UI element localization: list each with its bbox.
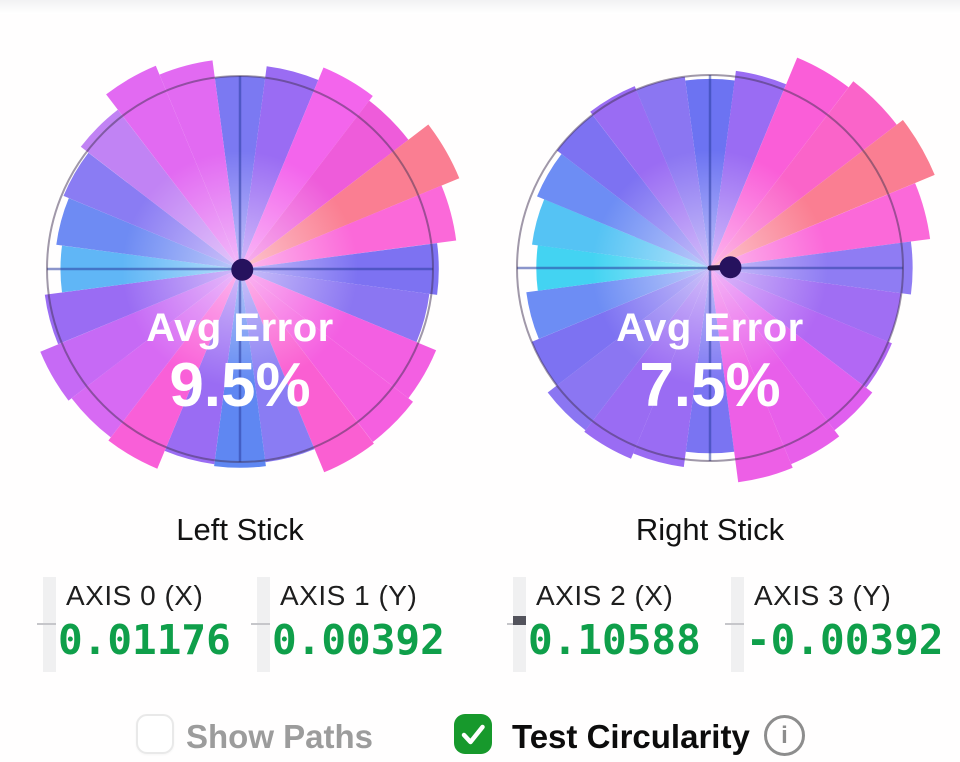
axis-3-value: -0.00392 [746, 616, 944, 664]
left-avg-error-label: Avg Error [146, 306, 334, 350]
axis-0-slider [37, 577, 56, 672]
info-icon-glyph: i [781, 722, 788, 749]
axis-readout-0: AXIS 0 (X) 0.01176 [37, 577, 257, 677]
axis-1-slider [251, 577, 270, 672]
right-avg-error-value: 7.5% [639, 351, 781, 420]
right-avg-error-label: Avg Error [616, 306, 804, 350]
axis-1-value: 0.00392 [272, 616, 445, 664]
axis-readout-1: AXIS 1 (Y) 0.00392 [251, 577, 471, 677]
checkmark-icon [461, 724, 485, 745]
show-paths-checkbox[interactable] [136, 714, 174, 754]
right-stick-caption: Right Stick [635, 512, 785, 547]
test-circularity-checkbox[interactable] [454, 714, 492, 754]
show-paths-label[interactable]: Show Paths [186, 718, 374, 755]
info-icon[interactable]: i [764, 715, 805, 756]
axis-readout-2: AXIS 2 (X) 0.10588 [507, 577, 727, 677]
axis-3-slider [725, 577, 744, 672]
axis-0-zero-notch [37, 623, 56, 625]
right-stick-wheel-chart [516, 57, 935, 483]
axis-readout-3: AXIS 3 (Y) -0.00392 [725, 577, 945, 677]
axis-2-slider [507, 577, 526, 672]
axis-1-zero-notch [251, 623, 270, 625]
axis-3-label: AXIS 3 (Y) [754, 580, 892, 611]
left-stick-caption: Left Stick [176, 512, 304, 547]
axis-1-label: AXIS 1 (Y) [280, 580, 418, 611]
axis-2-slider-thumb [513, 615, 526, 625]
axis-0-label: AXIS 0 (X) [66, 580, 204, 611]
left-avg-error-value: 9.5% [169, 351, 311, 420]
axis-2-value: 0.10588 [528, 616, 701, 664]
axis-0-value: 0.01176 [58, 616, 231, 664]
axis-2-label: AXIS 2 (X) [536, 580, 674, 611]
axis-3-zero-notch [725, 623, 744, 625]
top-divider [0, 0, 960, 14]
test-circularity-label[interactable]: Test Circularity [512, 718, 750, 755]
left-stick-wheel-chart [40, 60, 460, 473]
